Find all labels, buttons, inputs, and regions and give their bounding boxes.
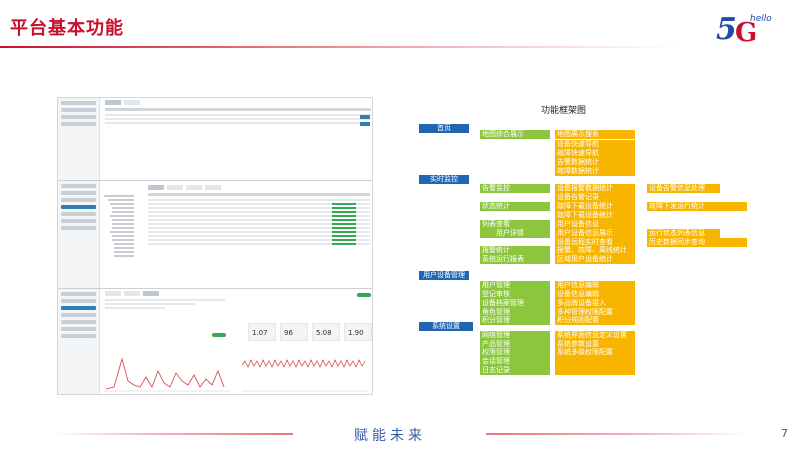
title-divider xyxy=(0,46,680,48)
item-history-sync-query: 历史数据同步查询 xyxy=(647,238,747,247)
footer-rule-left xyxy=(53,433,293,435)
item-user-device-display: 用户设备信息展示 xyxy=(555,229,635,238)
platform-screenshot: 1.07 96 5.08 1.90 xyxy=(57,97,373,395)
item-device-alarm-stats: 设备报警数据统计 xyxy=(555,184,635,193)
screenshot-device-tree xyxy=(104,193,144,259)
footer-slogan: 赋能未来 xyxy=(354,428,426,444)
item-fault-nav: 故障快速导航 xyxy=(555,149,635,158)
screenshot-kpi-4: 1.90 xyxy=(344,323,372,341)
screenshot-search-button xyxy=(360,115,370,119)
screenshot-panel-detail: 1.07 96 5.08 1.90 xyxy=(58,289,372,394)
group-registration-review: 登记审核 xyxy=(480,290,550,299)
item-permission-config: 多种管理权限配置 xyxy=(555,308,635,317)
screenshot-sidebar xyxy=(58,98,100,180)
item-remote-realtime-view: 设备远程实时查看 xyxy=(555,238,635,247)
group-system-report: 系统运行报表 xyxy=(480,255,550,264)
group-device-archive: 设备档案管理 xyxy=(480,299,550,308)
screenshot-status-pill xyxy=(357,293,371,297)
section-home: 首页 xyxy=(419,124,469,133)
item-fault-stats: 故障数据统计 xyxy=(555,167,635,176)
item-points-rule-config: 积分规则配置 xyxy=(555,316,635,325)
screenshot-list-pane xyxy=(102,98,372,180)
screenshot-sidebar-2 xyxy=(58,181,100,288)
item-device-info-edit: 设备信息编辑 xyxy=(555,290,635,299)
framework-title: 功能框架图 xyxy=(541,106,587,116)
item-user-device-info: 用户设备信息 xyxy=(555,220,635,229)
group-list-view: 列表查看 xyxy=(480,220,550,229)
screenshot-export-button xyxy=(360,122,370,126)
item-alarm-fault-offline-stats: 报警、故障、离线统计 xyxy=(555,246,635,255)
logo-letter: G xyxy=(735,18,758,48)
item-fault-download-stats: 故障下载设备统计 xyxy=(555,202,635,211)
section-user-device-mgmt: 用户设备管理 xyxy=(419,271,469,280)
screenshot-line-chart-left xyxy=(104,357,230,392)
group-session-mgmt: 会话管理 xyxy=(480,357,550,366)
screenshot-kpi-2: 96 xyxy=(280,323,308,341)
item-session-empty xyxy=(555,357,635,366)
item-interface-definition: 系统界面信息定义设置 xyxy=(555,331,635,340)
item-log-empty xyxy=(555,366,635,375)
item-alarm-stats: 告警数据统计 xyxy=(555,158,635,167)
item-alarm-handling: 设备告警信息处理 xyxy=(647,184,720,193)
group-role-mgmt: 角色管理 xyxy=(480,308,550,317)
logo-word: hello xyxy=(750,14,772,24)
group-alarm-monitor: 告警监控 xyxy=(480,184,550,193)
item-device-nav: 设备快速导航 xyxy=(555,140,635,149)
item-device-alarm-log: 设备告警记录 xyxy=(555,193,635,202)
screenshot-detail-pane: 1.07 96 5.08 1.90 xyxy=(102,289,372,394)
screenshot-panel-tree xyxy=(58,181,372,289)
section-system-settings: 系统设置 xyxy=(419,322,473,331)
screenshot-sidebar-3 xyxy=(58,289,100,394)
screenshot-kpi-1: 1.07 xyxy=(248,323,276,341)
item-map-search: 地图展示搜索 xyxy=(555,130,635,139)
group-log-records: 日志记录 xyxy=(480,366,550,375)
item-fault-dispatch-stats: 故障下发运行统计 xyxy=(647,202,747,211)
5g-hello-logo: 5 G hello xyxy=(716,12,776,48)
group-points-mgmt: 积分管理 xyxy=(480,316,550,325)
item-multilevel-permission: 系统多级权限配置 xyxy=(555,348,635,357)
page-number: 7 xyxy=(781,427,788,440)
footer-rule-right xyxy=(486,433,748,435)
group-product-mgmt: 产品管理 xyxy=(480,340,550,349)
screenshot-kpi-3: 5.08 xyxy=(312,323,340,341)
group-user-mgmt: 用户管理 xyxy=(480,281,550,290)
item-run-status-list: 运行状态列表信息 xyxy=(647,229,720,238)
group-user-detail: 用户详情 xyxy=(480,229,550,238)
item-multi-brand-access: 多品牌设备接入 xyxy=(555,299,635,308)
group-network-mgmt: 网络管理 xyxy=(480,331,550,340)
group-status-stats: 状态统计 xyxy=(480,202,550,211)
screenshot-panel-list xyxy=(58,98,372,181)
group-alarm-stats: 报警统计 xyxy=(480,246,550,255)
item-system-params: 系统参数设置 xyxy=(555,340,635,349)
item-user-info-edit: 用户信息编辑 xyxy=(555,281,635,290)
group-permission-mgmt: 权限管理 xyxy=(480,348,550,357)
item-fault-download-stats-2: 故障下载设备统计 xyxy=(555,211,635,220)
page-title: 平台基本功能 xyxy=(10,18,124,39)
item-regional-device-stats: 区域用户设备统计 xyxy=(555,255,635,264)
section-realtime-monitor: 实时监控 xyxy=(419,175,469,184)
group-map-overview: 地图综合展示 xyxy=(480,130,550,139)
screenshot-device-table xyxy=(148,185,370,247)
screenshot-line-chart-right xyxy=(242,359,368,392)
logo-digit: 5 xyxy=(716,12,737,47)
